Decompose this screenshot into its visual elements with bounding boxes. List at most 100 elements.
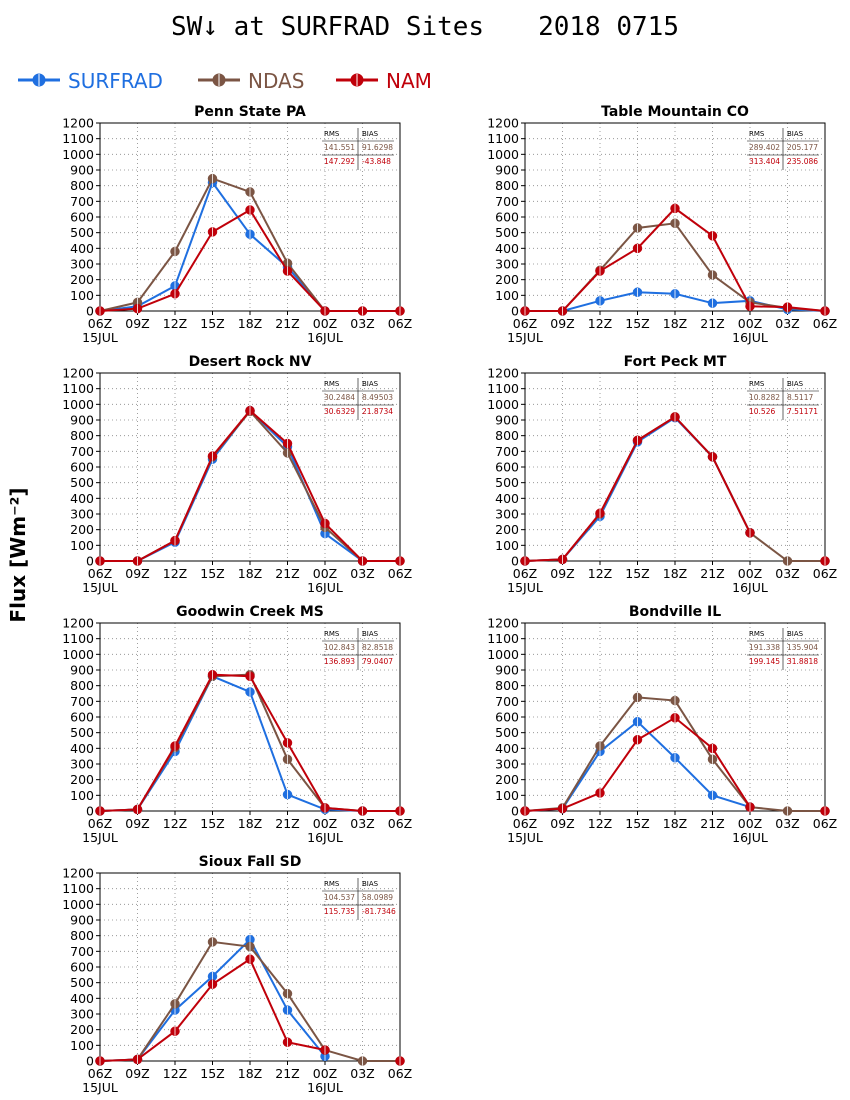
data-point: [207, 671, 218, 682]
plot-frame: [99, 122, 401, 312]
x-tick-label: 21Z: [700, 816, 724, 831]
panel-goodwin-creek-ms: Goodwin Creek MS 010020030040050060070080…: [62, 604, 412, 845]
data-point: [670, 203, 680, 214]
data-point: [520, 806, 530, 816]
data-point: [595, 741, 605, 751]
data-point: [207, 937, 218, 947]
x-tick-label: 06Z: [88, 316, 112, 331]
x-date-label: 15JUL: [507, 330, 543, 345]
y-tick-label: 1000: [487, 647, 519, 662]
y-tick-label: 1000: [62, 647, 94, 662]
data-point: [320, 803, 330, 813]
stats-rms-nam: 115.735: [324, 907, 355, 916]
data-point: [282, 738, 293, 748]
x-date-label: 16JUL: [732, 830, 768, 845]
data-point: [282, 754, 293, 765]
legend-item-nam: NAM: [336, 69, 432, 93]
y-tick-label: 700: [495, 194, 519, 209]
x-tick-label: 03Z: [350, 566, 374, 581]
data-point: [782, 303, 793, 313]
x-tick-label: 21Z: [275, 566, 299, 581]
data-point: [132, 804, 143, 815]
stats-bias-nam: 7.51171: [787, 407, 818, 416]
data-point: [707, 743, 718, 754]
stats-bias-ndas: 205.177: [787, 143, 818, 152]
y-tick-label: 800: [70, 178, 94, 193]
y-tick-label: 900: [495, 413, 519, 428]
stats-bias-ndas: 8.49503: [362, 393, 393, 402]
x-tick-label: 00Z: [313, 816, 337, 831]
plot-frame: [524, 622, 826, 812]
data-point: [282, 988, 293, 999]
y-tick-label: 900: [70, 913, 94, 928]
y-tick-label: 1200: [487, 116, 519, 131]
y-tick-label: 800: [495, 178, 519, 193]
y-tick-label: 1000: [62, 897, 94, 912]
data-point: [170, 537, 180, 547]
data-point: [395, 1056, 405, 1066]
data-point: [357, 806, 368, 816]
y-tick-label: 900: [70, 163, 94, 178]
data-point: [282, 1005, 293, 1015]
data-point: [207, 227, 218, 237]
y-tick-label: 200: [70, 772, 94, 787]
data-point: [245, 405, 255, 416]
legend-label: NAM: [386, 69, 432, 93]
data-point: [132, 301, 143, 312]
data-point: [745, 528, 755, 538]
series-nam: [520, 412, 830, 566]
x-tick-label: 09Z: [125, 816, 149, 831]
data-point: [395, 806, 405, 816]
data-point: [632, 716, 643, 727]
x-tick-label: 12Z: [588, 566, 612, 581]
series-line: [524, 696, 825, 812]
x-tick-label: 15Z: [625, 566, 649, 581]
data-point: [557, 306, 568, 316]
x-tick-label: 03Z: [775, 816, 799, 831]
x-tick-label: 18Z: [238, 816, 262, 831]
data-point: [245, 406, 255, 417]
data-point: [132, 303, 143, 314]
data-point: [707, 452, 718, 462]
y-tick-label: 400: [70, 491, 94, 506]
x-tick-label: 06Z: [513, 816, 537, 831]
y-tick-label: 1100: [487, 631, 519, 646]
y-tick-label: 500: [70, 475, 94, 490]
data-point: [670, 412, 680, 422]
y-tick-label: 200: [495, 522, 519, 537]
y-tick-label: 700: [495, 694, 519, 709]
data-point: [245, 954, 255, 964]
y-tick-label: 0: [86, 554, 94, 569]
y-tick-label: 500: [70, 975, 94, 990]
y-tick-label: 300: [495, 507, 519, 522]
series-nam: [95, 669, 405, 816]
x-tick-label: 18Z: [238, 1066, 262, 1081]
data-point: [595, 511, 605, 522]
y-tick-label: 500: [70, 225, 94, 240]
data-point: [170, 535, 180, 546]
data-point: [707, 298, 718, 308]
y-tick-label: 100: [495, 788, 519, 803]
x-tick-label: 18Z: [663, 816, 687, 831]
stats-header-bias: BIAS: [362, 380, 379, 388]
data-point: [707, 790, 718, 801]
stats-bias-ndas: 58.0989: [362, 893, 393, 902]
data-point: [670, 218, 680, 229]
data-point: [745, 528, 755, 538]
stats-bias-ndas: 8.5117: [787, 393, 813, 402]
x-date-label: 16JUL: [307, 1080, 343, 1095]
stats-bias-nam: 21.8734: [362, 407, 393, 416]
y-tick-label: 200: [70, 1022, 94, 1037]
data-point: [95, 556, 105, 566]
x-tick-label: 09Z: [550, 316, 574, 331]
data-point: [282, 266, 293, 276]
stats-rms-ndas: 10.8282: [749, 393, 780, 402]
x-tick-label: 18Z: [238, 566, 262, 581]
x-tick-label: 12Z: [588, 816, 612, 831]
stats-header-bias: BIAS: [787, 630, 804, 638]
stats-bias-nam: 235.086: [787, 157, 818, 166]
y-tick-label: 900: [495, 163, 519, 178]
series-ndas: [95, 406, 405, 566]
stats-header-rms: RMS: [324, 130, 340, 138]
data-point: [170, 289, 180, 299]
